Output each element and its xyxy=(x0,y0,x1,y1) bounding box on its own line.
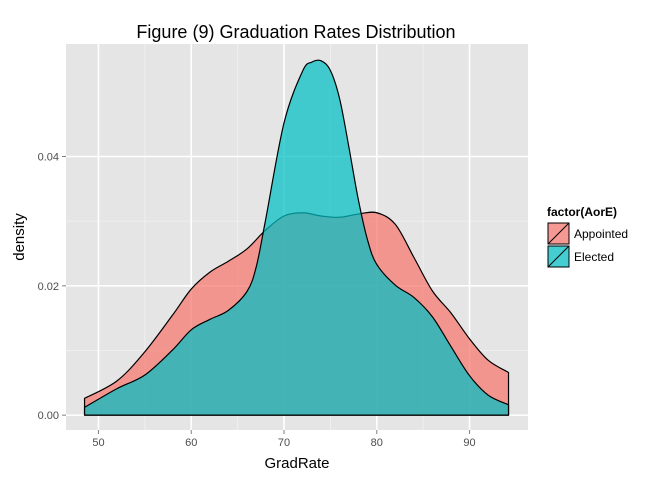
x-tick-label: 80 xyxy=(371,437,383,449)
legend-title: factor(AorE) xyxy=(547,205,617,219)
y-axis-ticks: 0.00 0.02 0.04 xyxy=(38,152,66,422)
y-tick-label: 0.02 xyxy=(38,281,59,293)
chart-title: Figure (9) Graduation Rates Distribution xyxy=(136,22,455,42)
legend-keys: Appointed Elected xyxy=(546,221,628,269)
legend-key-slash xyxy=(547,245,570,268)
legend-label-elected: Elected xyxy=(574,250,614,264)
density-area-elected xyxy=(83,59,510,416)
x-tick-label: 50 xyxy=(92,437,104,449)
legend-key-slash xyxy=(547,222,570,245)
x-tick-label: 90 xyxy=(463,437,475,449)
y-tick-label: 0.00 xyxy=(38,410,59,422)
density-areas xyxy=(83,59,510,416)
x-tick-label: 60 xyxy=(185,437,197,449)
y-tick-label: 0.04 xyxy=(38,152,59,164)
legend: factor(AorE) Appointed Elected xyxy=(546,205,628,269)
x-tick-label: 70 xyxy=(278,437,290,449)
x-axis-ticks: 50 60 70 80 90 xyxy=(92,430,476,449)
legend-label-appointed: Appointed xyxy=(574,227,628,241)
y-axis-label: density xyxy=(11,213,28,261)
x-axis-label: GradRate xyxy=(264,455,329,472)
